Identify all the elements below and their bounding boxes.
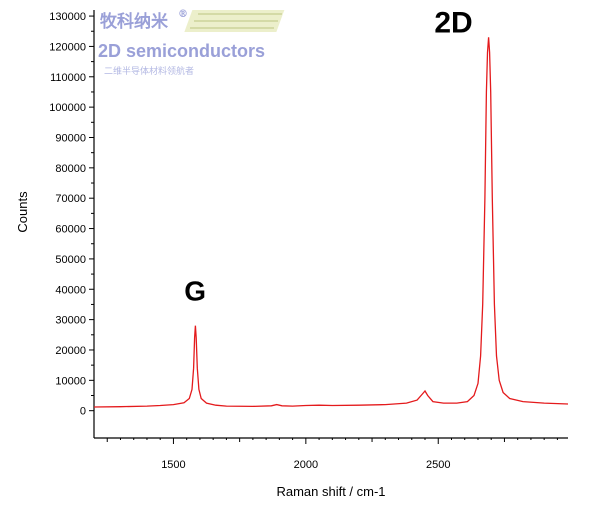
peak-labels: G 2D — [184, 6, 472, 306]
y-tick-label: 100000 — [49, 102, 86, 114]
y-axis-ticks: 0 10000 20000 30000 40000 50000 60000 70000 8000… — [49, 11, 94, 418]
y-tick-label: 10000 — [55, 375, 86, 387]
x-axis-title: Raman shift / cm-1 — [276, 484, 385, 499]
y-tick-label: 30000 — [55, 315, 86, 327]
watermark-registered-mark: ® — [178, 9, 188, 20]
watermark-brand-cn: 牧科纳米 — [100, 11, 169, 32]
x-tick-label: 2000 — [294, 459, 318, 471]
x-tick-label: 1500 — [161, 459, 185, 471]
x-axis-ticks: 1500 2000 2500 — [106, 438, 558, 471]
y-tick-label: 40000 — [55, 284, 86, 296]
y-tick-label: 70000 — [55, 193, 86, 205]
y-axis-title: Counts — [15, 191, 30, 233]
y-tick-label: 0 — [80, 406, 86, 418]
y-tick-label: 50000 — [55, 254, 86, 266]
y-tick-label: 110000 — [50, 72, 86, 84]
axes: 0 10000 20000 30000 40000 50000 60000 70000 8000… — [49, 10, 568, 471]
y-tick-label: 130000 — [49, 11, 86, 23]
brand-watermark: 牧科纳米 ® 2D semiconductors 二维半导体材料领航者 — [98, 9, 285, 77]
peak-label-2d: 2D — [434, 6, 472, 39]
watermark-tagline-cn: 二维半导体材料领航者 — [104, 65, 194, 77]
spectrum-line — [93, 37, 569, 408]
watermark-brand-en: 2D semiconductors — [98, 41, 265, 61]
y-tick-label: 120000 — [49, 41, 86, 53]
y-tick-label: 80000 — [55, 163, 86, 175]
x-tick-label: 2500 — [426, 459, 450, 471]
watermark-crystal-logo — [184, 10, 285, 32]
y-tick-label: 90000 — [55, 132, 86, 144]
y-tick-label: 20000 — [55, 345, 86, 357]
y-tick-label: 60000 — [55, 224, 86, 236]
peak-label-g: G — [184, 276, 206, 307]
